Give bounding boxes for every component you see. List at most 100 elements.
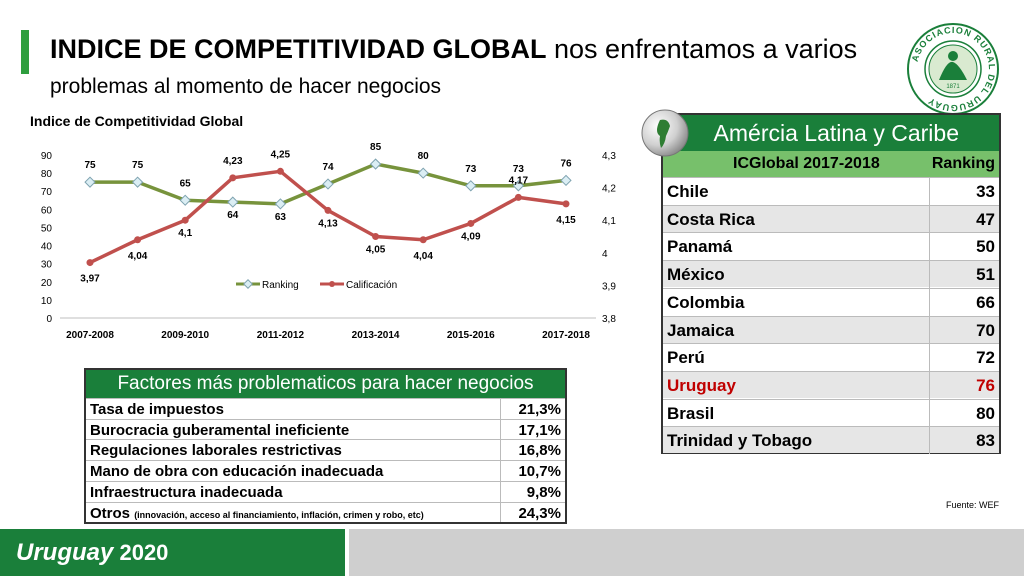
country-name: México — [667, 265, 725, 285]
right-axis: 3,8 3,9 4 4,1 4,2 4,3 — [602, 151, 616, 325]
data-point — [181, 216, 189, 224]
footer-brand-name: Uruguay — [16, 539, 114, 566]
data-point — [417, 167, 429, 179]
column-header-ranking: Ranking — [931, 155, 995, 172]
y-tick-right: 3,9 — [602, 281, 616, 292]
page-title-rest: nos enfrentamos a varios — [546, 34, 858, 64]
data-point — [419, 236, 427, 244]
data-label: 3,97 — [80, 274, 100, 285]
x-tick: 2015-2016 — [447, 330, 495, 341]
factor-label: Otros — [90, 504, 135, 522]
y-tick-left: 20 — [41, 278, 53, 289]
data-point — [229, 174, 237, 182]
country-name: Trinidad y Tobago — [667, 431, 813, 451]
data-point — [465, 180, 477, 192]
data-label: 64 — [227, 210, 239, 221]
y-tick-left: 0 — [46, 314, 52, 325]
footer-gray-band — [349, 529, 1024, 576]
country-name: Perú — [667, 348, 705, 368]
country-rank: 47 — [976, 209, 995, 229]
country-name: Colombia — [667, 292, 745, 312]
country-name: Panamá — [667, 237, 733, 257]
y-tick-left: 40 — [41, 242, 53, 253]
column-divider — [500, 398, 501, 522]
data-point — [276, 167, 284, 175]
data-label: 76 — [560, 158, 572, 169]
factor-name: Otros (innovación, acceso al financiamie… — [90, 503, 424, 526]
x-axis: 2007-2008 2009-2010 2011-2012 2013-2014 2015… — [60, 317, 596, 341]
y-tick-right: 4,2 — [602, 184, 616, 195]
factor-name: Infraestructura inadecuada — [90, 482, 283, 503]
data-point — [227, 196, 239, 208]
data-label: 63 — [275, 212, 287, 223]
data-label: 65 — [180, 178, 192, 189]
footer-year: 2020 — [113, 540, 169, 565]
country-rank: 83 — [976, 431, 995, 451]
data-label: 4,05 — [366, 245, 386, 256]
factor-name: Regulaciones laborales restrictivas — [90, 440, 342, 461]
country-rank: 50 — [976, 237, 995, 257]
chart-title: Indice de Competitividad Global — [30, 113, 244, 129]
y-tick-right: 4 — [602, 249, 608, 260]
factor-row: Burocracia guberamental ineficiente 17,1% — [86, 418, 565, 441]
y-tick-left: 70 — [41, 187, 53, 198]
data-label: 80 — [418, 151, 430, 162]
latam-row: Chile 33 — [663, 177, 999, 204]
latam-row: Uruguay 76 — [663, 370, 999, 398]
data-label: 75 — [84, 160, 96, 171]
page-title-strong: INDICE DE COMPETITIVIDAD GLOBAL — [50, 34, 547, 64]
data-label: 4,04 — [128, 251, 148, 262]
latam-row: Costa Rica 47 — [663, 204, 999, 232]
y-tick-left: 30 — [41, 260, 53, 271]
legend-label: Calificación — [346, 280, 397, 291]
data-label: 75 — [132, 160, 144, 171]
data-label: 4,13 — [318, 218, 338, 229]
y-tick-left: 80 — [41, 169, 53, 180]
y-tick-left: 10 — [41, 296, 53, 307]
left-axis: 0 10 20 30 40 50 60 70 80 90 — [41, 151, 53, 325]
country-name: Jamaica — [667, 320, 735, 340]
x-tick: 2013-2014 — [352, 330, 400, 341]
factor-name: Tasa de impuestos — [90, 399, 224, 420]
data-label: 4,09 — [461, 231, 481, 242]
factors-table-title: Factores más problematicos para hacer ne… — [86, 370, 565, 398]
data-point — [467, 219, 475, 227]
factor-label: Tasa de impuestos — [90, 401, 224, 418]
y-tick-left: 50 — [41, 223, 53, 234]
page-title: INDICE DE COMPETITIVIDAD GLOBAL nos enfr… — [50, 33, 870, 65]
factor-value: 9,8% — [526, 483, 561, 501]
country-name: Uruguay — [667, 375, 736, 395]
legend-marker — [329, 281, 335, 287]
factor-value: 10,7% — [518, 463, 561, 481]
country-rank: 33 — [976, 182, 995, 201]
x-tick: 2009-2010 — [161, 330, 209, 341]
factor-name: Burocracia guberamental ineficiente — [90, 420, 349, 441]
data-point — [372, 233, 380, 240]
y-tick-right: 4,1 — [602, 216, 616, 227]
data-label: 85 — [370, 142, 382, 153]
factor-label: Infraestructura inadecuada — [90, 483, 283, 501]
factor-value: 16,8% — [518, 442, 561, 460]
factor-row: Regulaciones laborales restrictivas 16,8% — [86, 439, 565, 460]
asociacion-rural-logo: ASOCIACION RURAL DEL URUGUAY 1871 — [907, 23, 999, 115]
country-rank: 80 — [976, 403, 995, 423]
y-tick-left: 90 — [41, 151, 53, 162]
country-rank: 72 — [976, 348, 995, 368]
data-label: 73 — [513, 164, 525, 175]
footer-green-band — [0, 529, 345, 576]
data-label: 4,15 — [556, 215, 576, 226]
country-name: Costa Rica — [667, 209, 755, 229]
data-point — [369, 158, 382, 170]
country-name: Brasil — [667, 403, 715, 423]
latam-row: Jamaica 70 — [663, 315, 999, 343]
globe-icon — [641, 109, 689, 157]
country-name: Chile — [667, 182, 709, 201]
data-label: 74 — [322, 162, 334, 173]
page-subtitle: problemas al momento de hacer negocios — [50, 75, 442, 98]
legend-label: Ranking — [262, 280, 299, 291]
data-label: 4,04 — [413, 251, 433, 262]
factor-row: Otros (innovación, acceso al financiamie… — [86, 501, 565, 526]
y-tick-left: 60 — [41, 205, 53, 216]
series-ranking: 75 75 65 64 63 74 85 80 73 73 76 — [84, 142, 572, 223]
data-point — [514, 193, 522, 201]
